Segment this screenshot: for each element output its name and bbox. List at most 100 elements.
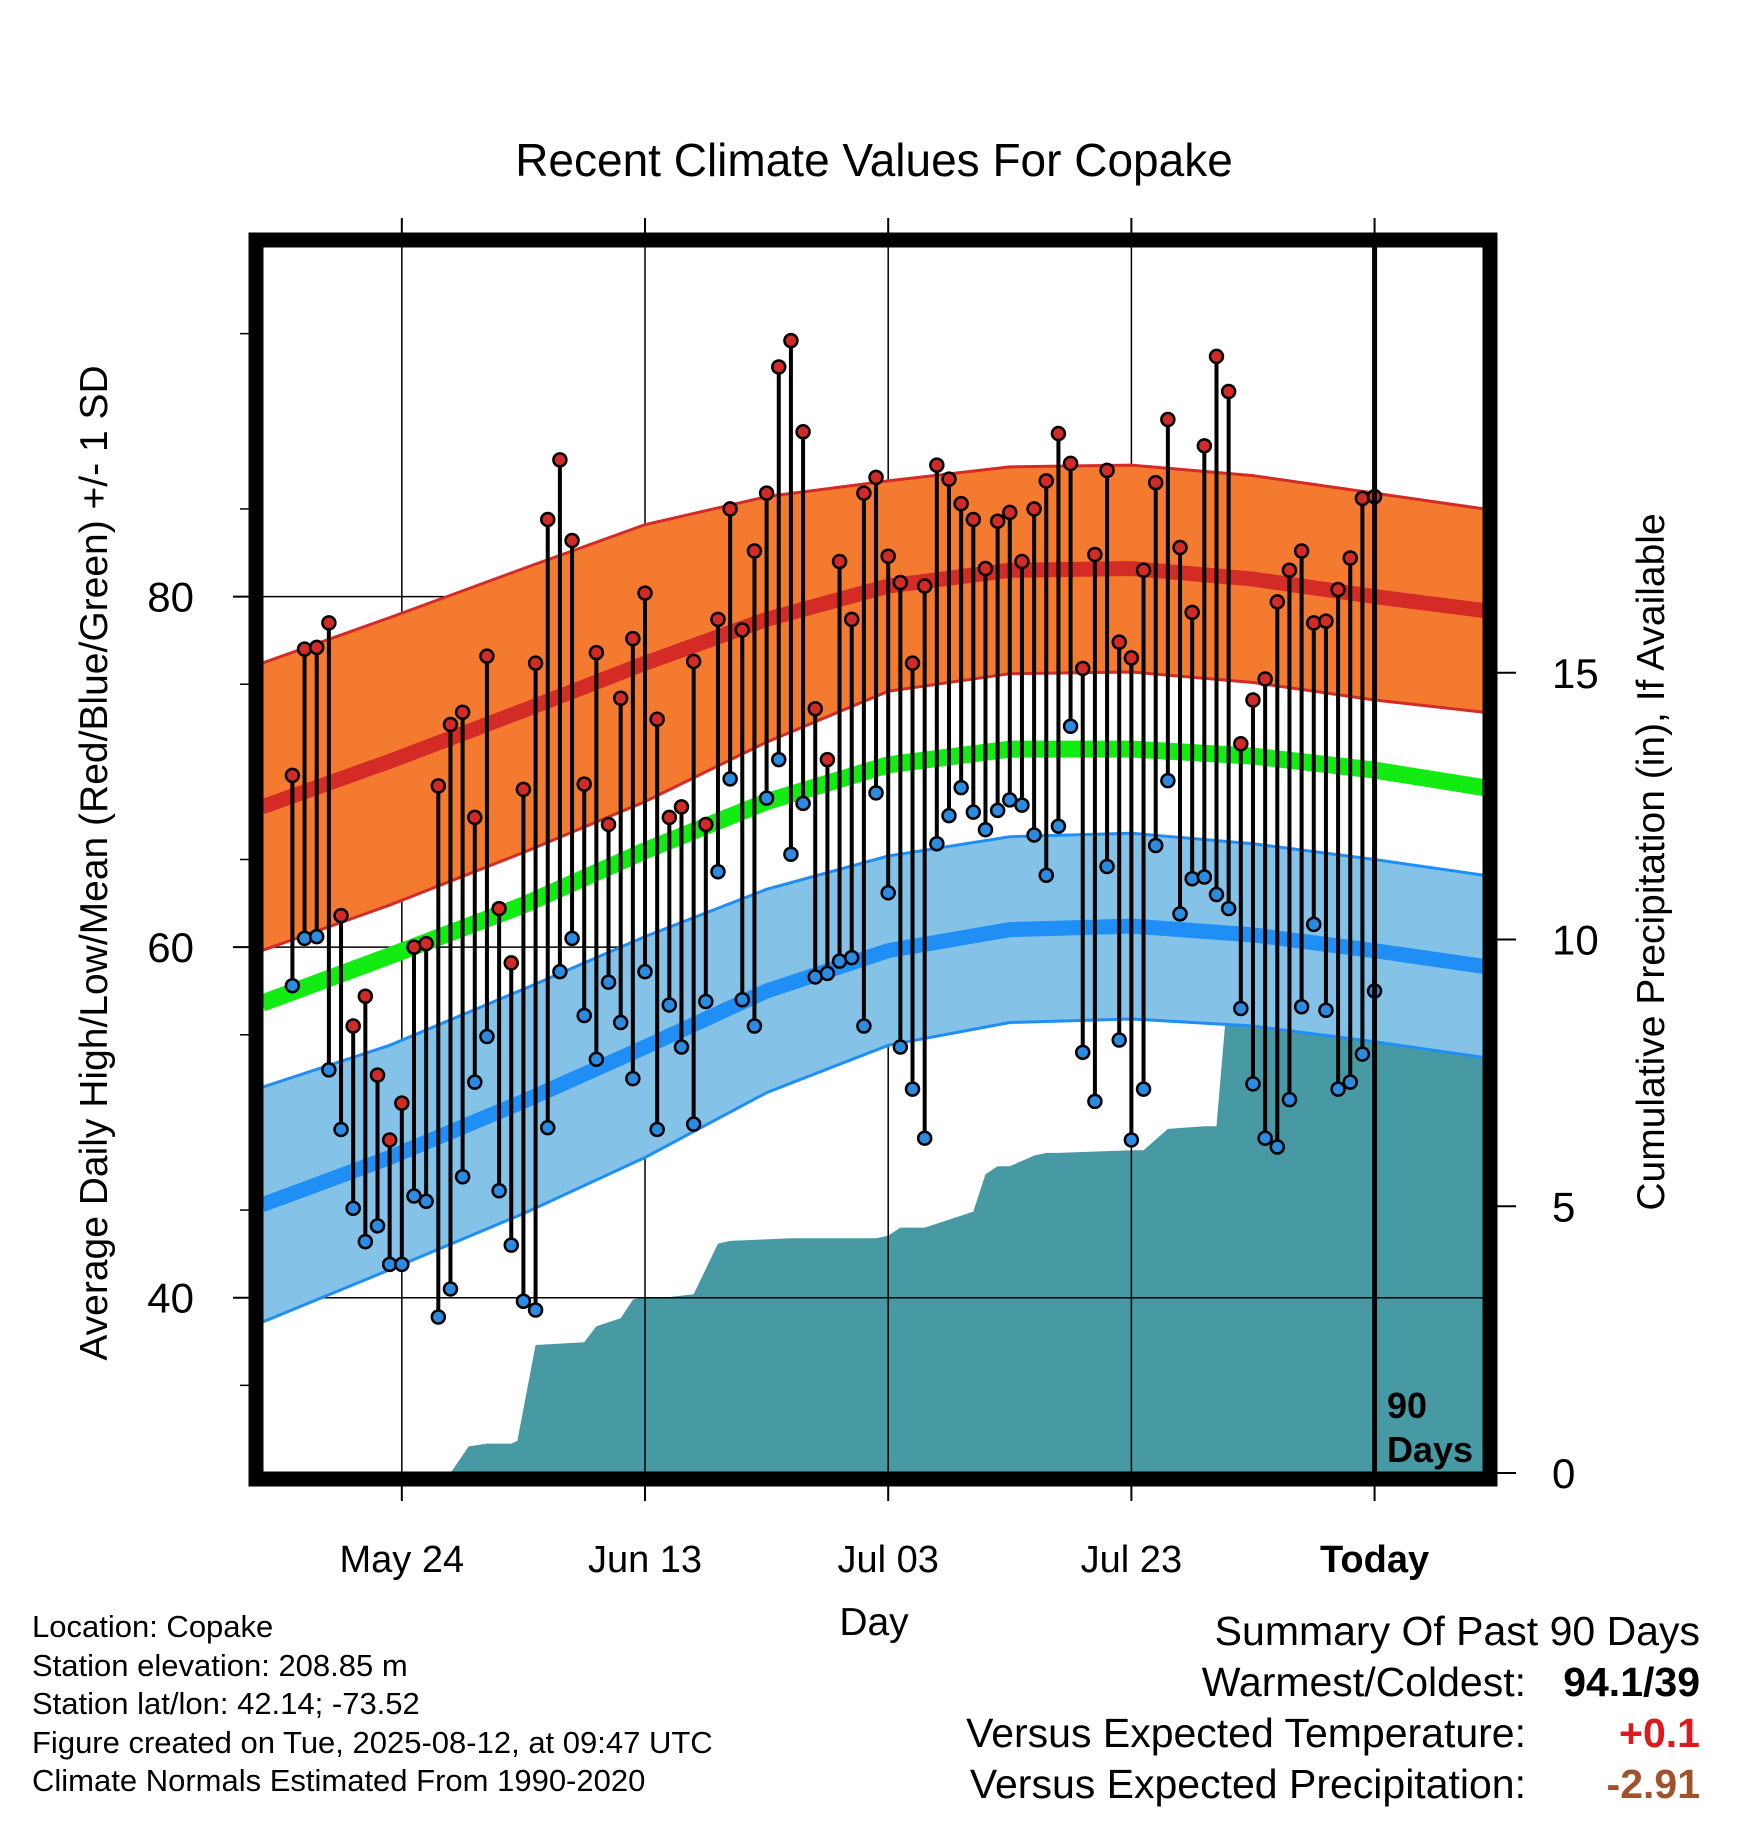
low-temp-point (625, 1070, 641, 1087)
low-temp-point (1342, 1074, 1358, 1090)
high-temp-point (831, 553, 848, 570)
high-temp-point (637, 585, 653, 601)
high-temp-point (552, 452, 568, 468)
low-temp-point (284, 977, 301, 994)
high-temp-point (284, 767, 301, 784)
low-temp-point (1147, 837, 1164, 854)
low-temp-point (527, 1302, 544, 1318)
high-temp-point (503, 955, 520, 971)
low-temp-point (369, 1218, 386, 1234)
low-temp-point (1111, 1032, 1127, 1048)
high-temp-point (539, 511, 556, 528)
high-temp-point (442, 716, 459, 733)
high-temp-point (1014, 553, 1030, 570)
low-temp-point (1014, 797, 1030, 813)
elevation-text: Station elevation: 208.85 m (32, 1647, 408, 1683)
y-tick-label: 60 (147, 924, 194, 971)
high-temp-point (1184, 604, 1200, 621)
high-band-upper-edge (262, 463, 1484, 665)
station-info: Location: Copake Station elevation: 208.… (32, 1608, 713, 1801)
low-temp-point (1160, 772, 1176, 789)
y-tick-label: 80 (147, 574, 194, 621)
high-temp-point (345, 1018, 361, 1034)
low-temp-point (1135, 1081, 1152, 1097)
low-temp-point (491, 1183, 507, 1199)
low-temp-point (1123, 1132, 1140, 1148)
high-temp-point (394, 1095, 410, 1111)
low-temp-point (588, 1051, 605, 1068)
y-axis-label: Average Daily High/Low/Mean (Red/Blue/Gr… (73, 365, 116, 1360)
low-temp-point (1233, 1000, 1249, 1017)
low-temp-point (953, 779, 969, 796)
high-temp-point (673, 799, 690, 815)
high-temp-point (1002, 504, 1018, 521)
low-temp-point (856, 1018, 872, 1034)
precipitation-area (262, 976, 1484, 1473)
low-temp-point (1196, 869, 1213, 885)
high-temp-point (576, 776, 592, 792)
low-temp-point (345, 1200, 361, 1217)
high-temp-point (892, 574, 909, 591)
low-temp-point (1220, 900, 1237, 917)
high-temp-point (989, 513, 1006, 529)
high-temp-point (515, 781, 532, 798)
x-tick-label: Jul 03 (837, 1539, 938, 1581)
high-temp-point (1123, 650, 1140, 666)
precip-label: Versus Expected Precipitation: (969, 1761, 1526, 1807)
low-temp-point (1184, 871, 1200, 887)
created-text: Figure created on Tue, 2025-08-12, at 09… (32, 1724, 713, 1760)
high-temp-point (333, 907, 349, 924)
precip-value: -2.91 (1606, 1761, 1700, 1807)
high-temp-point (1026, 501, 1042, 517)
low-temp-point (321, 1062, 337, 1078)
high-temp-point (880, 548, 896, 565)
x-axis-label: Day (839, 1601, 909, 1644)
chart-title: Recent Climate Values For Copake (515, 134, 1233, 186)
high-temp-point (758, 485, 775, 501)
low-temp-point (564, 930, 580, 947)
high-temp-point (843, 611, 860, 628)
low-temp-point (308, 928, 325, 945)
low-temp-point (1062, 718, 1079, 735)
latlon-text: Station lat/lon: 42.14; -73.52 (32, 1686, 420, 1721)
high-temp-point (1099, 462, 1115, 479)
low-temp-point (454, 1169, 471, 1185)
high-temp-point (479, 648, 495, 664)
high-temp-point (612, 690, 629, 706)
summary-warmest-row: Warmest/Coldest: 94.1/39 (966, 1657, 1700, 1708)
low-temp-point (442, 1281, 459, 1297)
x-tick-label: Today (1320, 1539, 1429, 1581)
low-temp-point (685, 1116, 702, 1132)
high-temp-point (357, 988, 374, 1004)
high-temp-point (1245, 692, 1261, 708)
y2-tick-label: 5 (1552, 1183, 1575, 1230)
high-temp-point (807, 701, 823, 717)
low-temp-point (394, 1256, 410, 1273)
low-temp-point (758, 790, 775, 806)
low-temp-point (1318, 1002, 1334, 1018)
low-temp-point (722, 771, 738, 787)
high-temp-point (1196, 438, 1213, 454)
low-temp-point (296, 930, 313, 947)
high-temp-point (1111, 634, 1127, 650)
high-temp-point (1354, 490, 1371, 507)
high-temp-point (369, 1067, 386, 1083)
low-temp-point (539, 1119, 556, 1136)
low-temp-point (1257, 1130, 1273, 1146)
high-temp-point (1330, 581, 1346, 598)
high-temp-point (467, 809, 483, 826)
y2-tick-label: 0 (1552, 1450, 1575, 1497)
high-temp-point (418, 935, 434, 952)
low-sd-band (262, 833, 1484, 1323)
low-temp-point (637, 963, 653, 980)
low-normal-line (262, 918, 1484, 1212)
x-tick-label: Jun 13 (588, 1539, 702, 1581)
high-temp-point (1233, 736, 1249, 752)
high-temp-point (1147, 474, 1164, 491)
high-temp-point (1220, 383, 1237, 400)
low-temp-point (552, 963, 568, 980)
low-temp-point (1306, 916, 1322, 933)
high-temp-point (308, 639, 325, 656)
low-temp-point (1074, 1044, 1091, 1061)
